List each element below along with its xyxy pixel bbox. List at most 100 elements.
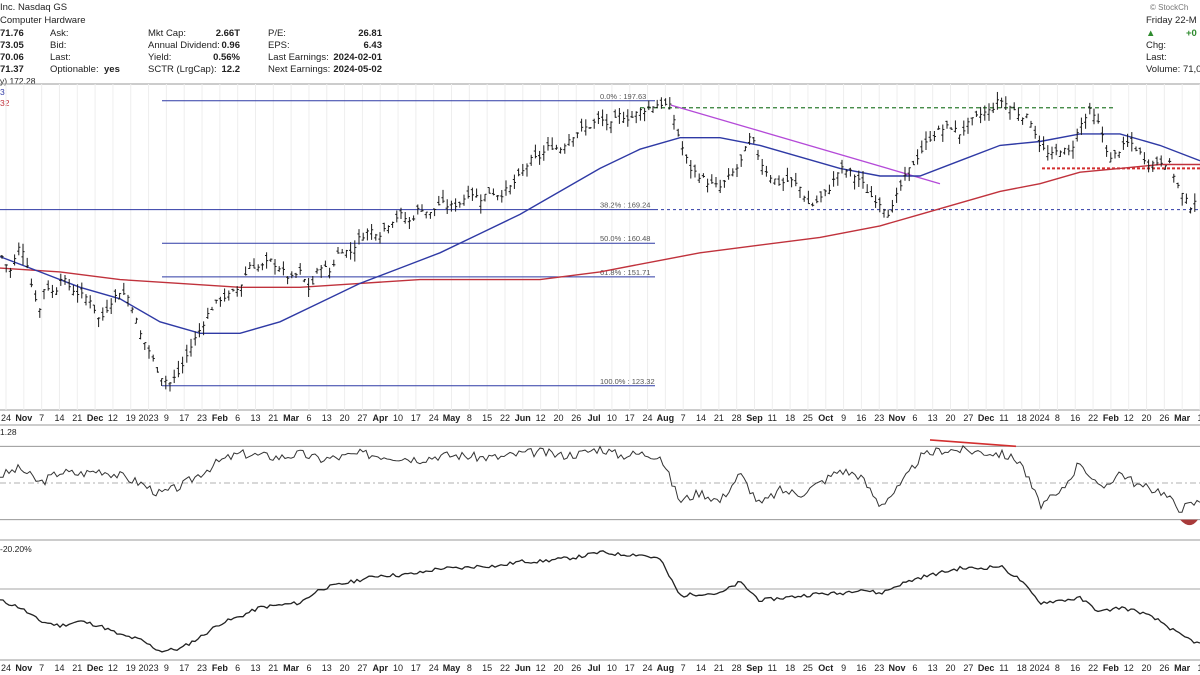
ohlc-bar [1058, 150, 1062, 157]
x-tick-label: 18 [785, 663, 795, 673]
ohlc-bar [298, 263, 302, 275]
ohlc-bar [202, 321, 206, 336]
ohlc-bar [962, 120, 966, 136]
ohlc-bar [920, 140, 924, 154]
ohlc-bar [542, 145, 546, 161]
x-tick-label: Dec [87, 413, 104, 423]
ohlc-bar [605, 113, 609, 131]
ohlc-bar [777, 175, 781, 186]
x-tick-label: 8 [467, 663, 472, 673]
ohlc-bar [874, 195, 878, 208]
ohlc-bar [525, 163, 529, 177]
ohlc-bar [470, 187, 474, 201]
ohlc-bar [500, 190, 504, 203]
x-tick-label: 7 [39, 413, 44, 423]
fib-level-label: 100.0% : 123.32 [600, 377, 655, 386]
sctr-value: 12.2 [221, 64, 241, 75]
x-tick-label: 2024 [1030, 413, 1050, 423]
x-tick-label: Feb [212, 413, 229, 423]
x-tick-label: 17 [625, 413, 635, 423]
ohlc-bar [25, 257, 29, 269]
ohlc-bar [848, 167, 852, 177]
x-tick-label: 19 [126, 663, 136, 673]
ohlc-bar [433, 208, 437, 217]
ohlc-bar [1109, 152, 1113, 163]
x-tick-label: 26 [571, 663, 581, 673]
x-tick-label: Dec [978, 413, 995, 423]
x-tick-label: Nov [15, 413, 32, 423]
x-tick-label: 10 [607, 413, 617, 423]
ohlc-bar [172, 369, 176, 384]
ohlc-bar [126, 294, 130, 307]
x-tick-label: Jul [588, 413, 601, 423]
optionable-label: Optionable: [50, 64, 99, 75]
mktcap-label: Mkt Cap: [148, 28, 187, 39]
ohlc-bar [1105, 145, 1109, 157]
yield-value: 0.56% [213, 52, 240, 63]
rsi-oversold-fill [1180, 519, 1198, 526]
x-tick-label: 20 [945, 663, 955, 673]
ohlc-bar [1079, 117, 1083, 135]
ohlc-bar [991, 102, 995, 114]
ohlc-bar [781, 177, 785, 191]
ohlc-bar [17, 242, 21, 256]
ohlc-bar [1176, 182, 1180, 189]
x-tick-label: 26 [571, 413, 581, 423]
ohlc-bar [294, 272, 298, 278]
x-tick-label: 7 [681, 413, 686, 423]
ohlc-bar [521, 163, 525, 176]
x-tick-label: 13 [250, 413, 260, 423]
x-tick-label: 10 [607, 663, 617, 673]
x-tick-label: 20 [945, 413, 955, 423]
x-tick-label: 21 [268, 663, 278, 673]
x-tick-label: 13 [322, 663, 332, 673]
optionable-value: yes [104, 64, 120, 75]
ohlc-bar [122, 282, 126, 296]
x-tick-label: 24 [643, 413, 653, 423]
ohlc-bar [529, 154, 533, 166]
ohlc-bar [693, 164, 697, 178]
ohlc-bar [155, 367, 159, 373]
moving-averages [0, 133, 1200, 334]
ohlc-bar [819, 191, 823, 203]
ohlc-bar [1159, 155, 1163, 167]
x-tick-label: 22 [1088, 663, 1098, 673]
dividend-label: Annual Dividend: [148, 40, 220, 51]
x-tick-label: Nov [889, 663, 906, 673]
x-tick-label: 6 [912, 413, 917, 423]
ohlc-bar [218, 296, 222, 307]
ohlc-bar [580, 118, 584, 132]
ohlc-bar [886, 209, 890, 218]
x-tick-label: 23 [197, 663, 207, 673]
ohlc-bar [185, 344, 189, 363]
pe-value: 26.81 [358, 28, 382, 39]
ohlc-bar [277, 266, 281, 272]
ohlc-bar [966, 117, 970, 134]
ohlc-bar [689, 160, 693, 179]
x-tick-label: 22 [500, 663, 510, 673]
ohlc-bar [773, 178, 777, 185]
ohlc-bar [806, 190, 810, 205]
ohlc-bar [466, 185, 470, 199]
ohlc-bar [857, 170, 861, 187]
ohlc-bar [718, 179, 722, 194]
quote-header: Inc. Nasdaq GS Computer Hardware 71.76 7… [0, 0, 1200, 86]
ohlc-bar [206, 307, 210, 319]
ohlc-bar [676, 128, 680, 137]
quote-value-1: 71.76 [0, 28, 24, 39]
ohlc-bar [567, 134, 571, 146]
ohlc-bar [88, 295, 92, 309]
x-tick-label: 25 [803, 663, 813, 673]
ohlc-bar [974, 110, 978, 117]
x-tick-label: 13 [928, 413, 938, 423]
x-tick-label: 2023 [139, 413, 159, 423]
ohlc-bar [63, 275, 67, 285]
quote-value-2: 73.05 [0, 40, 24, 51]
ohlc-bar [252, 258, 256, 269]
x-tick-label: 20 [340, 663, 350, 673]
ohlc-bar [1100, 126, 1104, 143]
ohlc-bar [8, 267, 12, 278]
ohlc-bar [34, 290, 38, 302]
rsi-line [0, 445, 1200, 513]
ohlc-bar [109, 298, 113, 315]
